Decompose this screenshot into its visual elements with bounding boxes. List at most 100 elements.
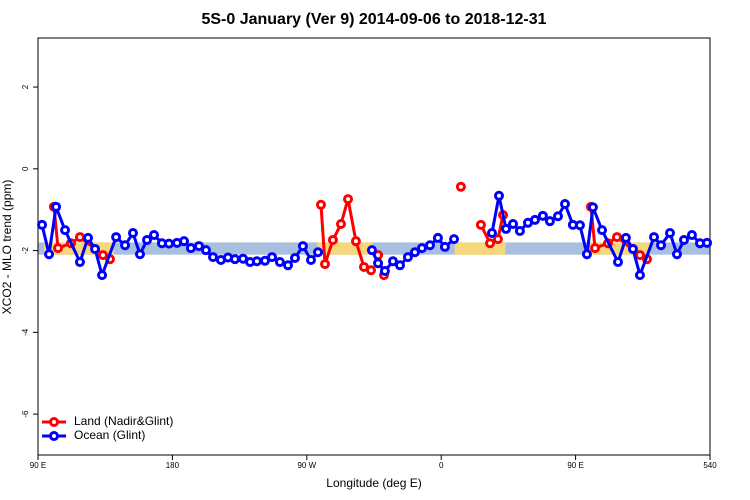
data-point bbox=[163, 238, 174, 249]
data-point bbox=[544, 216, 555, 227]
data-point bbox=[620, 232, 631, 243]
y-tick-label: 2 bbox=[21, 84, 30, 89]
data-point bbox=[315, 199, 326, 210]
data-point bbox=[305, 254, 316, 265]
x-tick-label: 0 bbox=[439, 461, 444, 470]
data-point bbox=[409, 247, 420, 258]
data-point bbox=[83, 232, 94, 243]
data-point bbox=[613, 257, 624, 268]
data-point bbox=[97, 270, 108, 281]
data-point bbox=[185, 243, 196, 254]
data-point bbox=[402, 252, 413, 263]
data-point bbox=[485, 238, 496, 249]
data-point bbox=[327, 234, 338, 245]
data-point bbox=[320, 259, 331, 270]
data-point bbox=[611, 232, 622, 243]
data-point bbox=[394, 260, 405, 271]
data-point bbox=[44, 249, 55, 260]
data-point bbox=[208, 252, 219, 263]
y-axis-label: XCO2 - MLO trend (ppm) bbox=[0, 180, 14, 315]
data-point bbox=[350, 236, 361, 247]
data-point bbox=[514, 225, 525, 236]
data-point bbox=[552, 211, 563, 222]
data-point bbox=[590, 243, 601, 254]
data-point bbox=[120, 240, 131, 251]
data-point bbox=[142, 234, 153, 245]
data-point bbox=[439, 241, 450, 252]
land-span bbox=[454, 242, 506, 255]
data-point bbox=[193, 241, 204, 252]
data-point bbox=[267, 252, 278, 263]
data-point bbox=[111, 232, 122, 243]
data-point bbox=[366, 265, 377, 276]
x-tick-label: 540 bbox=[703, 461, 717, 470]
x-tick-label: 180 bbox=[166, 461, 180, 470]
data-point bbox=[656, 240, 667, 251]
data-point bbox=[634, 250, 645, 261]
data-point bbox=[649, 232, 659, 243]
data-point bbox=[251, 256, 262, 267]
data-point bbox=[449, 234, 460, 245]
data-point bbox=[508, 219, 519, 230]
data-point bbox=[627, 243, 638, 254]
legend-marker bbox=[49, 431, 59, 441]
data-point bbox=[97, 250, 108, 261]
data-point bbox=[229, 254, 240, 265]
data-point bbox=[664, 228, 675, 239]
data-point bbox=[149, 230, 160, 241]
data-point bbox=[134, 249, 145, 260]
data-point bbox=[671, 249, 682, 260]
data-point bbox=[486, 228, 497, 239]
x-axis-label: Longitude (deg E) bbox=[326, 476, 421, 490]
legend-marker bbox=[49, 417, 59, 427]
x-tick-label: 90 W bbox=[297, 461, 316, 470]
x-tick-label: 90 E bbox=[567, 461, 583, 470]
data-point bbox=[290, 252, 301, 263]
data-point bbox=[90, 243, 101, 254]
data-point bbox=[587, 202, 598, 213]
data-point bbox=[37, 219, 48, 230]
x-tick-label: 90 E bbox=[30, 461, 46, 470]
data-point bbox=[127, 228, 138, 239]
legend-label: Land (Nadir&Glint) bbox=[74, 414, 173, 428]
data-point bbox=[74, 232, 85, 243]
y-tick-label: -4 bbox=[21, 328, 30, 336]
data-point bbox=[313, 247, 323, 258]
data-point bbox=[501, 223, 512, 234]
data-point bbox=[537, 210, 548, 221]
data-point bbox=[74, 257, 85, 268]
data-point bbox=[634, 270, 645, 281]
data-point bbox=[679, 234, 690, 245]
data-point bbox=[432, 232, 443, 243]
data-point bbox=[387, 256, 398, 267]
data-point bbox=[425, 240, 435, 251]
data-point bbox=[51, 201, 62, 212]
data-point bbox=[373, 258, 384, 269]
data-point bbox=[282, 260, 293, 271]
data-point bbox=[702, 237, 713, 248]
data-point bbox=[529, 214, 540, 225]
data-point bbox=[60, 225, 71, 236]
data-point bbox=[416, 243, 427, 254]
data-point bbox=[179, 236, 190, 247]
data-point bbox=[574, 220, 585, 231]
legend-label: Ocean (Glint) bbox=[74, 428, 145, 442]
data-point bbox=[597, 225, 608, 236]
data-point bbox=[455, 181, 466, 192]
data-point bbox=[379, 266, 390, 277]
data-point bbox=[343, 194, 354, 205]
data-point bbox=[493, 190, 504, 201]
y-tick-label: -2 bbox=[21, 246, 30, 254]
y-tick-label: 0 bbox=[21, 166, 30, 171]
data-point bbox=[559, 198, 570, 209]
data-point bbox=[201, 245, 211, 256]
data-point bbox=[492, 234, 503, 245]
data-point bbox=[475, 219, 486, 230]
data-point bbox=[335, 219, 346, 230]
data-point bbox=[581, 249, 592, 260]
chart-title: 5S-0 January (Ver 9) 2014-09-06 to 2018-… bbox=[201, 11, 546, 28]
data-point bbox=[259, 255, 270, 266]
data-point bbox=[366, 245, 377, 256]
data-point bbox=[53, 243, 64, 254]
